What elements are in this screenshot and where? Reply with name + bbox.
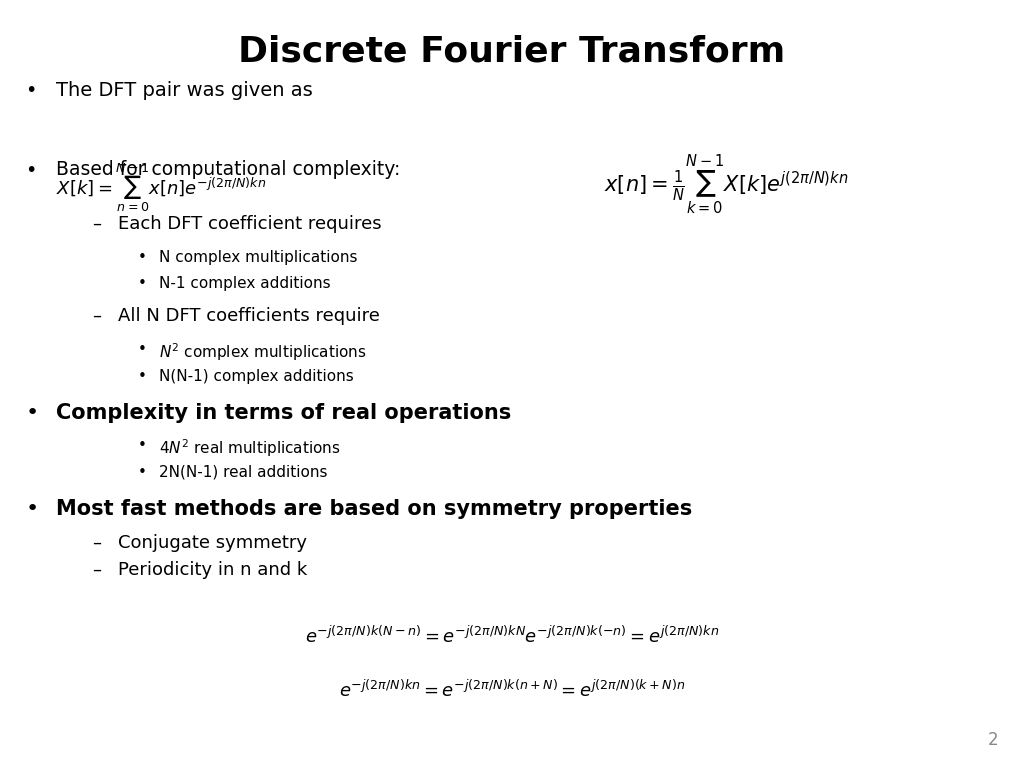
Text: $4N^2$ real multiplications: $4N^2$ real multiplications: [159, 438, 340, 459]
Text: $x[n] = \frac{1}{N}\sum_{k=0}^{N-1} X[k] e^{j(2\pi/N)kn}$: $x[n] = \frac{1}{N}\sum_{k=0}^{N-1} X[k]…: [604, 154, 849, 217]
Text: Based for computational complexity:: Based for computational complexity:: [56, 160, 400, 179]
Text: •: •: [26, 81, 37, 100]
Text: •: •: [26, 161, 37, 180]
Text: $X[k] = \sum_{n=0}^{N-1} x[n] e^{-j(2\pi/N)kn}$: $X[k] = \sum_{n=0}^{N-1} x[n] e^{-j(2\pi…: [56, 161, 266, 214]
Text: Each DFT coefficient requires: Each DFT coefficient requires: [118, 215, 381, 233]
Text: 2: 2: [988, 731, 998, 749]
Text: $e^{-j(2\pi/N)kn} = e^{-j(2\pi/N)k(n+N)} = e^{j(2\pi/N)(k+N)n}$: $e^{-j(2\pi/N)kn} = e^{-j(2\pi/N)k(n+N)}…: [339, 680, 685, 701]
Text: Complexity in terms of real operations: Complexity in terms of real operations: [56, 403, 512, 423]
Text: •: •: [26, 403, 39, 423]
Text: $N^2$ complex multiplications: $N^2$ complex multiplications: [159, 342, 367, 363]
Text: –: –: [92, 534, 101, 551]
Text: 2N(N-1) real additions: 2N(N-1) real additions: [159, 465, 328, 480]
Text: Based for computational complexity:: Based for computational complexity:: [56, 157, 415, 177]
Text: –: –: [92, 307, 101, 325]
Text: •: •: [26, 499, 39, 519]
Text: •: •: [138, 276, 147, 292]
Text: Discrete Fourier Transform: Discrete Fourier Transform: [239, 35, 785, 68]
Text: •: •: [138, 369, 147, 384]
Text: N-1 complex additions: N-1 complex additions: [159, 276, 331, 292]
Text: •: •: [138, 465, 147, 480]
Text: $e^{-j(2\pi/N)k(N-n)} = e^{-j(2\pi/N)kN}e^{-j(2\pi/N)k(-n)} = e^{j(2\pi/N)kn}$: $e^{-j(2\pi/N)k(N-n)} = e^{-j(2\pi/N)kN}…: [305, 626, 719, 647]
Text: N complex multiplications: N complex multiplications: [159, 250, 357, 265]
Text: The DFT pair was given as: The DFT pair was given as: [56, 81, 313, 100]
Text: Most fast methods are based on symmetry properties: Most fast methods are based on symmetry …: [56, 499, 692, 519]
Text: •: •: [138, 438, 147, 453]
Text: Conjugate symmetry: Conjugate symmetry: [118, 534, 307, 551]
Text: N(N-1) complex additions: N(N-1) complex additions: [159, 369, 353, 384]
Text: •: •: [138, 342, 147, 357]
Text: Periodicity in n and k: Periodicity in n and k: [118, 561, 307, 578]
Text: All N DFT coefficients require: All N DFT coefficients require: [118, 307, 380, 325]
Text: –: –: [92, 561, 101, 578]
Text: •: •: [138, 250, 147, 265]
Text: –: –: [92, 215, 101, 233]
